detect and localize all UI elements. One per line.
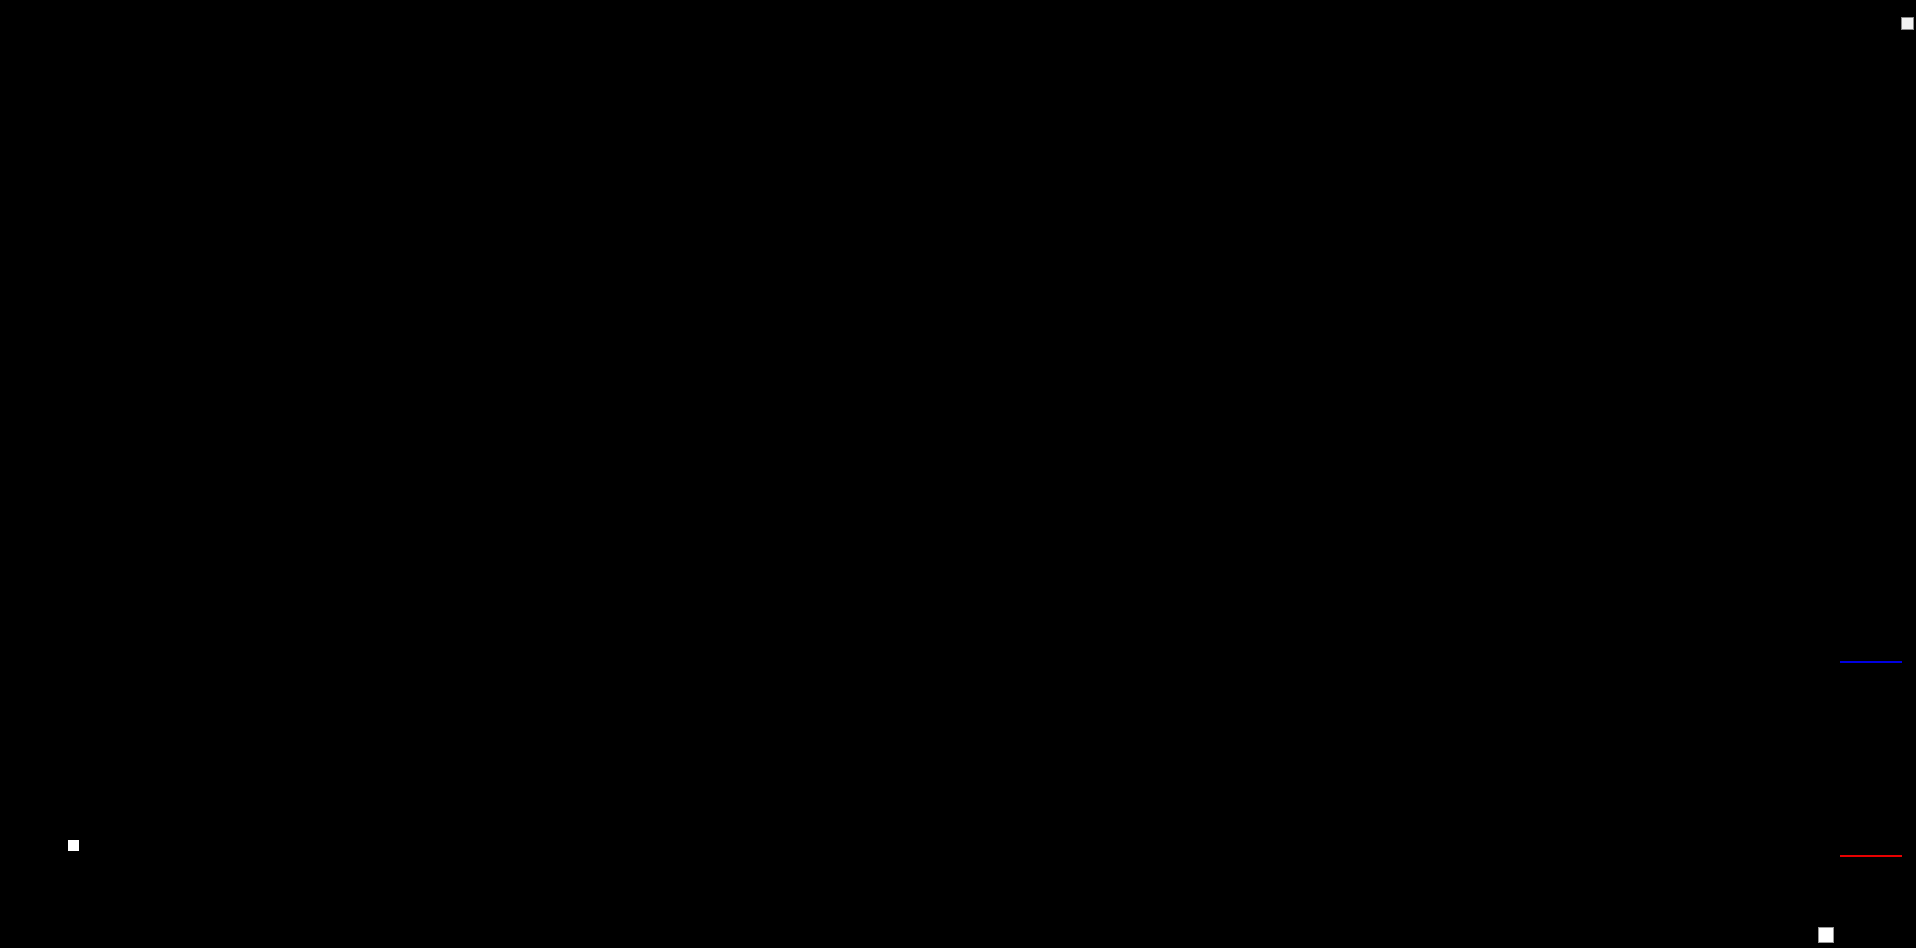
d-value-badge xyxy=(1840,855,1902,857)
collapse-panel-button[interactable] xyxy=(1901,17,1914,30)
sto-indicator-label[interactable] xyxy=(4,837,12,839)
current-price-badge xyxy=(1840,661,1902,663)
zoom-out-button[interactable] xyxy=(1818,927,1834,943)
add-indicator-button[interactable] xyxy=(66,838,81,853)
k-value-badge xyxy=(1840,839,1902,841)
